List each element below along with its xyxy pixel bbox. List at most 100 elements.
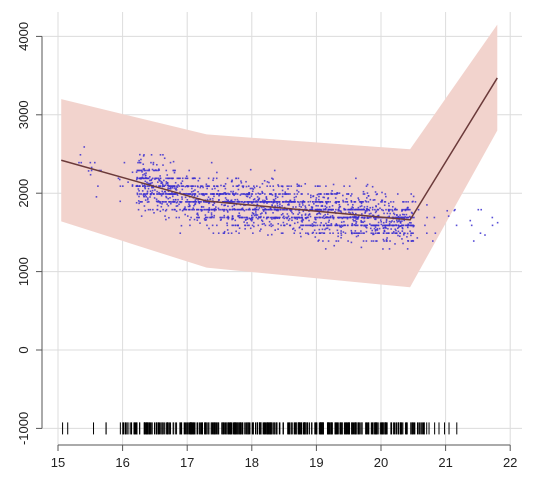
data-point: [151, 186, 153, 189]
data-point: [251, 212, 254, 214]
data-point: [203, 208, 205, 211]
data-point: [227, 216, 230, 219]
data-point: [351, 224, 354, 227]
data-point: [416, 237, 419, 239]
data-point: [282, 221, 285, 224]
data-point: [270, 225, 273, 228]
data-point: [329, 232, 331, 234]
data-point: [268, 181, 270, 184]
data-point: [290, 201, 292, 203]
data-point: [411, 212, 414, 215]
data-point: [338, 216, 340, 219]
data-point: [395, 224, 397, 226]
data-point: [325, 222, 327, 225]
data-point: [311, 223, 314, 225]
data-point: [409, 224, 412, 227]
data-point: [229, 193, 231, 195]
confidence-band-area: [61, 24, 498, 288]
data-point: [388, 215, 391, 218]
data-point: [148, 168, 151, 171]
data-point: [207, 208, 209, 211]
data-point: [317, 185, 319, 187]
data-point: [136, 192, 139, 195]
data-point: [335, 202, 338, 204]
data-point: [273, 169, 276, 172]
data-point: [331, 193, 333, 195]
data-point: [204, 193, 207, 195]
data-point: [331, 215, 334, 217]
data-point: [406, 248, 409, 250]
data-point: [311, 232, 314, 234]
data-point: [138, 177, 140, 180]
data-point: [138, 202, 140, 205]
data-point: [343, 220, 345, 223]
data-point: [184, 201, 187, 203]
data-point: [369, 206, 372, 209]
data-point: [328, 224, 331, 227]
data-point: [206, 224, 208, 227]
data-point: [277, 228, 279, 230]
data-point: [389, 212, 391, 215]
data-point: [272, 185, 275, 187]
data-point: [235, 193, 237, 195]
data-point: [255, 193, 257, 195]
data-point: [175, 201, 178, 204]
data-point: [190, 191, 193, 193]
data-point: [385, 218, 388, 221]
data-point: [360, 232, 362, 234]
data-point: [334, 201, 337, 204]
data-point: [263, 208, 265, 211]
data-point: [355, 215, 357, 218]
data-point: [169, 201, 172, 203]
data-point: [426, 204, 428, 206]
data-point: [228, 193, 230, 196]
data-point: [393, 224, 395, 227]
data-point: [272, 216, 275, 219]
data-point: [363, 217, 365, 220]
data-point: [241, 216, 244, 219]
data-point: [277, 184, 279, 186]
data-point: [315, 208, 317, 211]
data-point: [284, 193, 287, 195]
data-point: [388, 223, 391, 225]
data-point: [153, 169, 156, 172]
data-point: [480, 208, 483, 211]
data-point: [256, 196, 259, 198]
data-point: [401, 208, 403, 211]
data-point: [140, 177, 142, 180]
data-point: [163, 185, 165, 187]
data-point: [248, 224, 250, 227]
data-point: [268, 220, 271, 223]
data-point: [267, 234, 269, 236]
data-point: [308, 219, 310, 222]
data-point: [336, 224, 339, 227]
data-point: [322, 224, 325, 227]
data-point: [201, 193, 203, 195]
data-point: [431, 240, 434, 242]
data-point: [217, 189, 220, 192]
data-point: [453, 209, 456, 212]
data-point: [348, 185, 351, 187]
data-point: [196, 219, 199, 222]
data-point: [266, 185, 268, 187]
data-point: [180, 185, 183, 187]
data-point: [151, 192, 153, 194]
x-tick-label: 17: [180, 455, 194, 470]
data-point: [246, 224, 249, 227]
data-point: [360, 224, 363, 227]
data-point: [350, 231, 353, 234]
data-point: [352, 206, 354, 209]
data-point: [242, 185, 245, 187]
data-point: [263, 179, 266, 182]
data-point: [356, 232, 359, 234]
data-point: [403, 219, 406, 222]
data-point: [149, 208, 152, 211]
data-point: [152, 161, 155, 164]
data-point: [224, 187, 227, 190]
data-point: [249, 218, 252, 221]
data-point: [161, 182, 164, 184]
data-point: [225, 208, 228, 211]
data-point: [240, 208, 243, 210]
data-point: [253, 185, 255, 187]
data-point: [161, 190, 164, 193]
